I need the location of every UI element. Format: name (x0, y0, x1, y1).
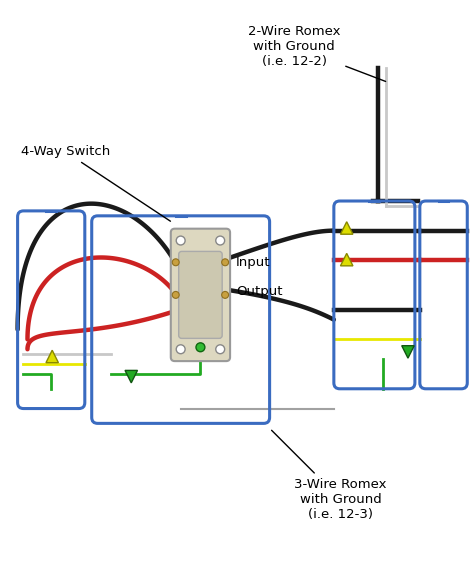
FancyBboxPatch shape (171, 229, 230, 361)
Circle shape (176, 236, 185, 245)
Polygon shape (402, 345, 414, 358)
Text: 4-Way Switch: 4-Way Switch (20, 145, 171, 221)
Circle shape (172, 292, 179, 299)
Circle shape (222, 259, 228, 266)
Text: 2-Wire Romex
with Ground
(i.e. 12-2): 2-Wire Romex with Ground (i.e. 12-2) (248, 25, 386, 81)
Polygon shape (46, 350, 58, 363)
Text: 3-Wire Romex
with Ground
(i.e. 12-3): 3-Wire Romex with Ground (i.e. 12-3) (272, 430, 387, 521)
Polygon shape (340, 222, 353, 234)
Text: Input: Input (236, 256, 271, 269)
Text: Output: Output (236, 285, 283, 299)
FancyBboxPatch shape (179, 252, 222, 339)
Circle shape (196, 343, 205, 352)
Circle shape (222, 292, 228, 299)
Polygon shape (340, 253, 353, 266)
Circle shape (176, 345, 185, 353)
Polygon shape (125, 371, 137, 383)
Circle shape (216, 236, 225, 245)
Circle shape (216, 345, 225, 353)
Circle shape (172, 259, 179, 266)
